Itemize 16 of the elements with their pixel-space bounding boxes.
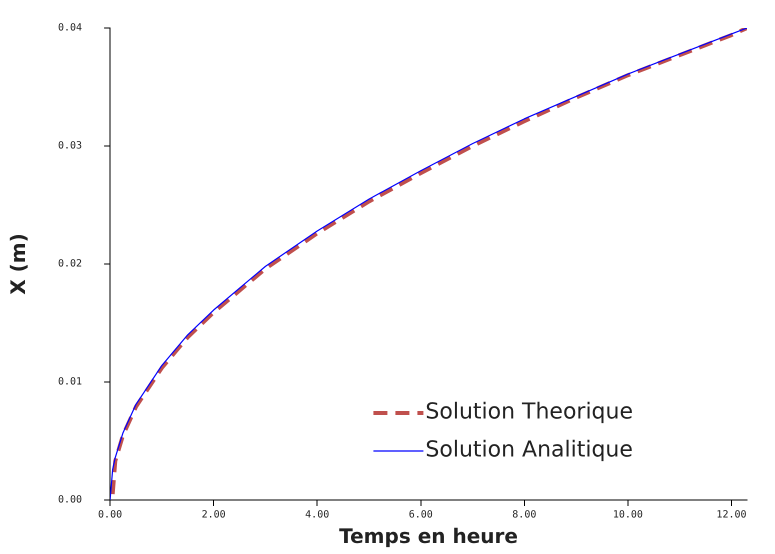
- x-tick-label: 0.00: [98, 510, 122, 521]
- x-tick-label: 4.00: [305, 510, 330, 521]
- y-tick-label: 0.04: [58, 22, 82, 34]
- y-tick-label: 0.02: [58, 258, 82, 270]
- x-tick-label: 8.00: [512, 510, 536, 521]
- y-tick-label: 0.01: [58, 376, 82, 388]
- y-tick-label: 0.00: [58, 494, 82, 506]
- x-tick-label: 12.00: [716, 510, 747, 521]
- x-tick-label: 6.00: [408, 510, 433, 521]
- legend-label: Solution Analitique: [425, 438, 633, 463]
- y-axis-title: X (m): [6, 233, 30, 295]
- x-axis-title: Temps en heure: [339, 524, 518, 548]
- y-tick-label: 0.03: [58, 140, 82, 152]
- legend-label: Solution Theorique: [425, 400, 633, 425]
- x-tick-label: 10.00: [612, 510, 643, 521]
- x-tick-label: 2.00: [202, 510, 226, 521]
